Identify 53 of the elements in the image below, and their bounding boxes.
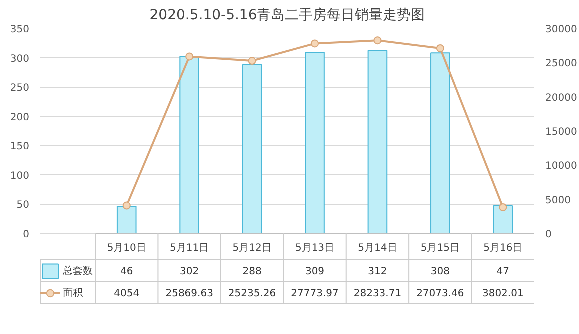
y-tick-label: 50 — [16, 200, 30, 212]
point — [374, 36, 382, 45]
data-label: 302 — [180, 266, 200, 278]
bar — [493, 205, 514, 234]
point — [186, 52, 194, 61]
x-tick-label: 5月12日 — [232, 243, 272, 254]
data-label: 4054 — [114, 288, 140, 300]
point — [436, 44, 444, 52]
point — [499, 204, 508, 212]
data-label: 47 — [496, 266, 510, 278]
data-label: 288 — [242, 266, 262, 278]
point — [122, 202, 131, 210]
data-label: 308 — [430, 266, 450, 278]
y2-tick-label: 25000 — [546, 58, 578, 70]
point — [311, 40, 319, 48]
bar — [368, 50, 388, 234]
y-tick-label: 0 — [23, 230, 30, 240]
x-tick-label: 5月10日 — [107, 243, 146, 254]
y2-tick-label: 0 — [546, 230, 552, 240]
chart-title: 2020.5.10-5.16青岛二手房每日销量走势图 — [150, 8, 426, 24]
data-label: 27773.97 — [291, 288, 339, 300]
bar — [430, 52, 450, 234]
data-label: 46 — [120, 266, 134, 278]
data-label: 3802.01 — [482, 288, 524, 300]
y-tick-label: 300 — [10, 54, 30, 65]
data-label: 309 — [305, 266, 325, 278]
data-label: 27073.46 — [416, 288, 464, 300]
point — [248, 57, 256, 66]
data-label: 25869.63 — [166, 288, 214, 300]
data-label: 25235.26 — [228, 288, 276, 300]
bar — [242, 64, 262, 234]
legend-label: 总套数 — [63, 264, 93, 279]
y2-tick-label: 5000 — [546, 195, 571, 206]
x-tick-label: 5月15日 — [420, 243, 460, 254]
bar — [180, 56, 200, 234]
bar — [116, 206, 137, 234]
x-tick-label: 5月13日 — [295, 243, 335, 254]
legend-label: 面积 — [63, 287, 83, 301]
y-tick-label: 350 — [10, 24, 30, 36]
y-tick-label: 100 — [10, 170, 30, 182]
bar — [305, 52, 325, 234]
x-tick-label: 5月16日 — [484, 243, 523, 254]
y-tick-label: 200 — [10, 112, 30, 124]
data-label: 28233.71 — [354, 288, 402, 300]
y-tick-label: 250 — [10, 83, 30, 94]
y2-tick-label: 15000 — [546, 127, 578, 138]
y2-tick-label: 10000 — [546, 161, 578, 172]
data-label: 312 — [368, 266, 388, 278]
x-tick-label: 5月14日 — [358, 243, 398, 254]
y2-tick-label: 20000 — [546, 92, 578, 104]
y-tick-label: 150 — [10, 142, 30, 153]
x-tick-label: 5月11日 — [170, 243, 210, 254]
y2-tick-label: 30000 — [546, 24, 578, 36]
